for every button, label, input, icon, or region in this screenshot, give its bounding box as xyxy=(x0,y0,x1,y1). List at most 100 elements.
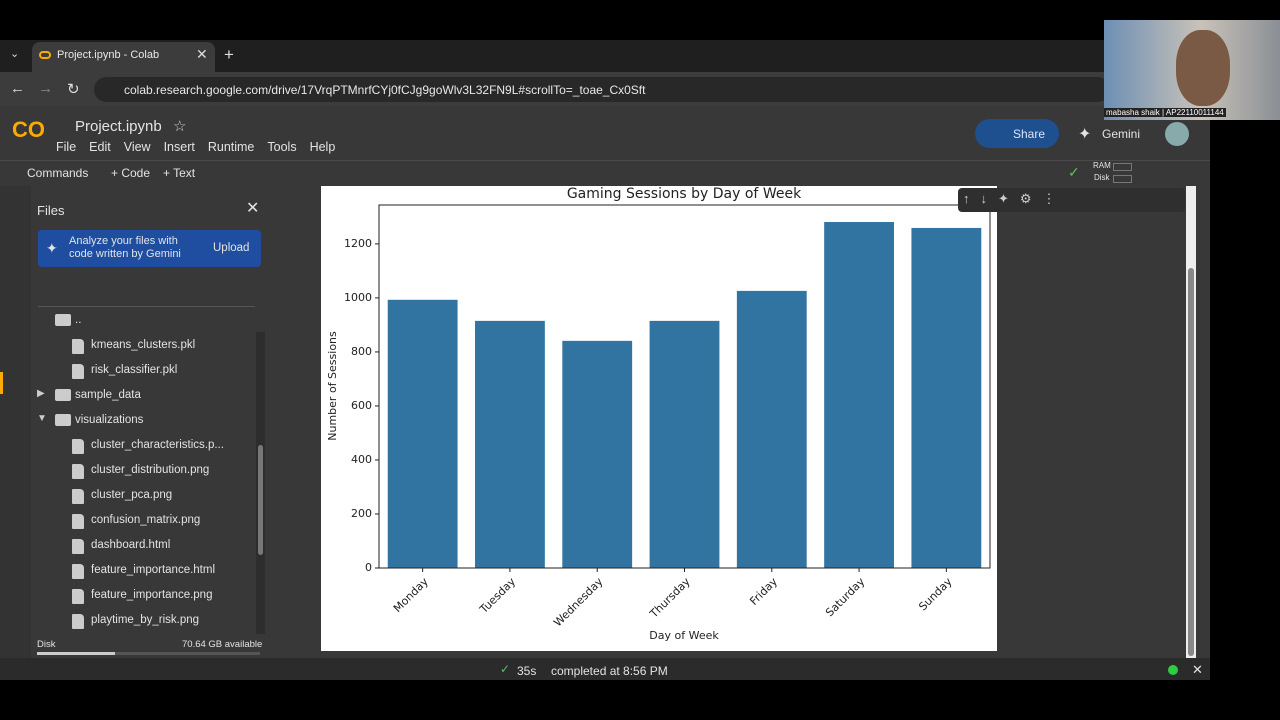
file-icon xyxy=(72,364,84,379)
bar xyxy=(475,320,545,568)
back-button[interactable]: ← xyxy=(10,80,25,97)
url: colab.research.google.com/drive/17VrqPTM… xyxy=(124,83,646,97)
file-icon xyxy=(72,564,84,579)
bar xyxy=(736,290,807,568)
add-code-button[interactable]: + Code xyxy=(111,166,151,180)
cell-toolbar-icons[interactable]: ↑↓✦⚙⋮ xyxy=(963,191,1067,206)
colab-logo: CO xyxy=(12,117,45,142)
avatar[interactable] xyxy=(1165,122,1189,146)
icon-rail xyxy=(0,186,31,658)
divider xyxy=(38,306,255,307)
menu-item[interactable]: View xyxy=(123,140,151,154)
chart-title: Gaming Sessions by Day of Week xyxy=(567,186,802,202)
menu-item[interactable]: Insert xyxy=(163,140,195,154)
file-name[interactable]: cluster_pca.png xyxy=(91,489,173,501)
x-tick-label: Thursday xyxy=(647,575,693,621)
chart: Gaming Sessions by Day of Week Number of… xyxy=(326,186,991,642)
file-icon xyxy=(72,589,84,604)
gemini-icon: ✦ xyxy=(1078,126,1092,143)
status-check: ✓ xyxy=(500,662,511,676)
menu-item[interactable]: Edit xyxy=(89,140,111,154)
file-icon xyxy=(72,489,84,504)
gemini-label[interactable]: Gemini xyxy=(1102,127,1141,141)
ram-label: RAM xyxy=(1093,161,1111,170)
tab-title: Project.ipynb - Colab xyxy=(57,49,160,61)
bar xyxy=(649,320,720,568)
menu-item[interactable]: Tools xyxy=(267,140,297,154)
bar xyxy=(911,227,982,568)
file-name[interactable]: visualizations xyxy=(75,414,144,426)
active-tab[interactable] xyxy=(32,42,215,72)
divider xyxy=(0,160,1210,161)
file-name[interactable]: dashboard.html xyxy=(91,539,171,551)
folder-icon xyxy=(55,314,71,326)
x-axis-label: Day of Week xyxy=(649,629,719,642)
banner-icon: ✦ xyxy=(46,240,58,256)
file-icon xyxy=(72,464,84,479)
file-name[interactable]: feature_importance.html xyxy=(91,564,216,576)
bar xyxy=(387,299,458,568)
webcam-person xyxy=(1176,30,1230,106)
y-tick-label: 1000 xyxy=(344,291,372,304)
ram-meter xyxy=(1113,163,1132,171)
folder-icon xyxy=(55,389,71,401)
share-button[interactable] xyxy=(975,119,1059,148)
y-tick-label: 0 xyxy=(365,561,372,574)
omnibox[interactable] xyxy=(94,77,1110,102)
menu-item[interactable]: Runtime xyxy=(207,140,255,154)
file-name[interactable]: cluster_distribution.png xyxy=(91,464,210,476)
file-icon xyxy=(72,614,84,629)
status-dot xyxy=(1168,665,1178,675)
file-icon xyxy=(72,339,84,354)
disk-text: Disk xyxy=(37,639,56,650)
close-sidebar[interactable]: ✕ xyxy=(246,200,260,217)
menu-item[interactable]: File xyxy=(56,140,77,154)
x-tick-label: Saturday xyxy=(823,575,868,620)
file-name[interactable]: cluster_characteristics.p... xyxy=(91,439,224,451)
disk-bar-used xyxy=(37,652,115,655)
disk-label: Disk xyxy=(1094,173,1110,182)
disk-bar xyxy=(37,652,260,655)
forward-button[interactable]: → xyxy=(38,80,53,97)
file-name[interactable]: playtime_by_risk.png xyxy=(91,614,200,626)
tab-close[interactable]: ✕ xyxy=(196,46,208,62)
tab-search[interactable]: ⌄ xyxy=(10,48,20,60)
folder-icon xyxy=(55,414,71,426)
y-tick-label: 400 xyxy=(351,453,372,466)
file-icon xyxy=(72,514,84,529)
gemini-banner xyxy=(38,230,261,267)
reload-button[interactable]: ↻ xyxy=(67,81,80,98)
connected-check: ✓ xyxy=(1068,164,1080,180)
x-tick-label: Wednesday xyxy=(551,575,606,630)
add-text-button[interactable]: + Text xyxy=(163,166,196,180)
files-title: Files xyxy=(37,203,65,218)
rail-active xyxy=(0,372,3,394)
file-name[interactable]: .. xyxy=(75,314,82,326)
file-name[interactable]: sample_data xyxy=(75,389,141,401)
file-name[interactable]: confusion_matrix.png xyxy=(91,514,201,526)
star-icon[interactable]: ☆ xyxy=(173,118,187,135)
menu-item[interactable]: Help xyxy=(309,140,336,154)
file-name[interactable]: kmeans_clusters.pkl xyxy=(91,339,196,351)
status-close[interactable]: ✕ xyxy=(1192,662,1203,677)
x-tick-label: Sunday xyxy=(916,575,955,614)
file-icon xyxy=(72,439,84,454)
x-tick-label: Tuesday xyxy=(477,575,519,617)
status-message: completed at 8:56 PM xyxy=(551,664,668,678)
upload-button[interactable]: Upload xyxy=(213,242,250,254)
x-tick-label: Friday xyxy=(747,575,780,608)
share-label: Share xyxy=(1013,127,1046,141)
webcam-name: mabasha shaik | AP22110011144 xyxy=(1104,108,1226,117)
notebook-name[interactable]: Project.ipynb xyxy=(75,118,162,135)
y-tick-label: 1200 xyxy=(344,237,372,250)
file-name[interactable]: feature_importance.png xyxy=(91,589,213,601)
new-tab[interactable]: + xyxy=(224,45,234,64)
file-name[interactable]: risk_classifier.pkl xyxy=(91,364,178,376)
bar xyxy=(562,340,633,568)
commands-button[interactable]: Commands xyxy=(27,166,89,180)
folder-chevron: ▶ xyxy=(37,388,45,399)
banner-text: Analyze your files with code written by … xyxy=(69,235,181,260)
bar xyxy=(824,222,894,568)
